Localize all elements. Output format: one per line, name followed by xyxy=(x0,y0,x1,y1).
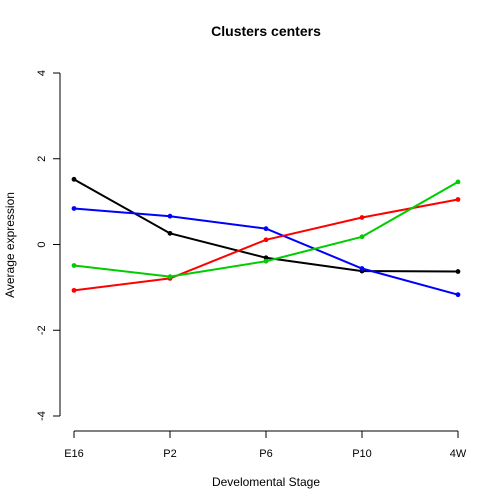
x-tick-label: 4W xyxy=(450,448,467,460)
series-4-point xyxy=(455,179,461,185)
series-4-point xyxy=(71,263,77,268)
series-3-point xyxy=(359,215,365,220)
y-tick-label: 0 xyxy=(36,241,48,247)
x-tick-label: P2 xyxy=(163,448,176,460)
x-axis-label: Develomental Stage xyxy=(212,475,320,489)
axes: -4 -2 0 2 4 E16 P2 P6 P10 4W xyxy=(36,70,467,460)
x-tick-label: P6 xyxy=(259,448,272,460)
series-1-point xyxy=(167,230,173,236)
series-3-point xyxy=(455,197,461,202)
series-3-point xyxy=(71,287,77,293)
series-1-point xyxy=(455,269,461,274)
y-tick-label: -2 xyxy=(36,325,48,335)
y-tick-label: 2 xyxy=(36,156,48,162)
series-2-point xyxy=(167,213,173,219)
x-tick-label: P10 xyxy=(352,448,372,460)
series-2-point xyxy=(455,292,461,298)
y-tick-label: -4 xyxy=(36,411,48,421)
y-tick-label: 4 xyxy=(36,70,48,76)
series-1-point xyxy=(71,176,77,182)
series-1-point xyxy=(263,255,269,261)
series-4-point xyxy=(263,258,269,264)
series-4-point xyxy=(167,274,173,280)
series-line-2 xyxy=(73,207,459,296)
series-layer xyxy=(71,176,461,298)
y-axis-label: Average expression xyxy=(3,192,17,298)
series-2-point xyxy=(263,226,269,232)
series-3-point xyxy=(263,237,269,243)
chart-title: Clusters centers xyxy=(211,23,321,39)
series-2-point xyxy=(71,206,77,211)
series-2-point xyxy=(359,266,365,271)
x-tick-label: E16 xyxy=(64,448,84,460)
series-4-point xyxy=(359,234,365,240)
